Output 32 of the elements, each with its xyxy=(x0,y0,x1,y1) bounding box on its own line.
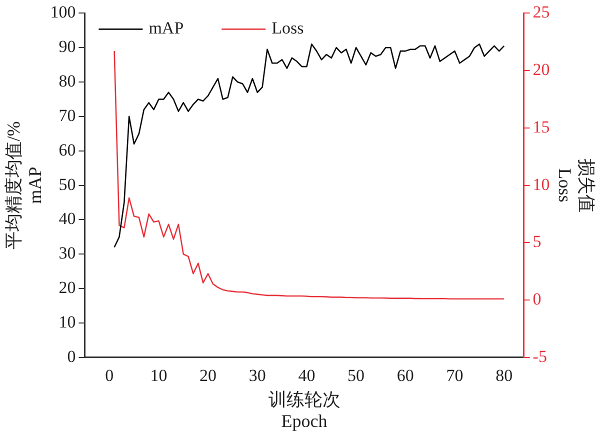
y-tick-label: 0 xyxy=(67,346,76,366)
y-tick-label: 90 xyxy=(58,37,76,56)
x-tick-label: 20 xyxy=(200,366,217,386)
x-tick-label: 80 xyxy=(496,366,513,386)
x-tick-label: 60 xyxy=(396,366,414,386)
y2-tick-label: 10 xyxy=(532,174,550,194)
y2-tick-label: 0 xyxy=(532,290,542,308)
y2-tick-label: -5 xyxy=(532,346,547,366)
legend-label: Loss xyxy=(272,18,304,38)
y-tick-label: 80 xyxy=(58,72,76,91)
x-tick-label: 30 xyxy=(248,366,266,386)
x-tick-label: 70 xyxy=(446,366,464,386)
x-tick-label: 40 xyxy=(298,366,316,386)
y-axis-title: 平均精度均值/% mAP xyxy=(4,121,46,250)
y-tick-label: 70 xyxy=(58,106,76,125)
y-tick-label: 40 xyxy=(58,209,76,228)
y2-tick-label: 20 xyxy=(532,60,550,80)
x-tick-label: 0 xyxy=(105,366,114,386)
y2-tick-label: 15 xyxy=(532,117,550,136)
y2-tick-label: 5 xyxy=(532,232,542,252)
y2-axis-title: 损失值 Loss xyxy=(554,158,596,212)
legend-label: mAP xyxy=(148,18,184,38)
x-tick-label: 10 xyxy=(150,366,168,386)
y-tick-label: 50 xyxy=(58,174,76,194)
x-axis-title: 训练轮次 Epoch xyxy=(268,389,340,431)
y2-tick-label: 25 xyxy=(532,2,550,22)
y-tick-label: 30 xyxy=(58,244,76,263)
y-tick-label: 60 xyxy=(58,140,76,160)
y-tick-label: 100 xyxy=(50,2,76,22)
x-tick-label: 50 xyxy=(348,366,365,386)
y-tick-label: 10 xyxy=(58,312,76,332)
y-tick-label: 20 xyxy=(58,278,76,298)
